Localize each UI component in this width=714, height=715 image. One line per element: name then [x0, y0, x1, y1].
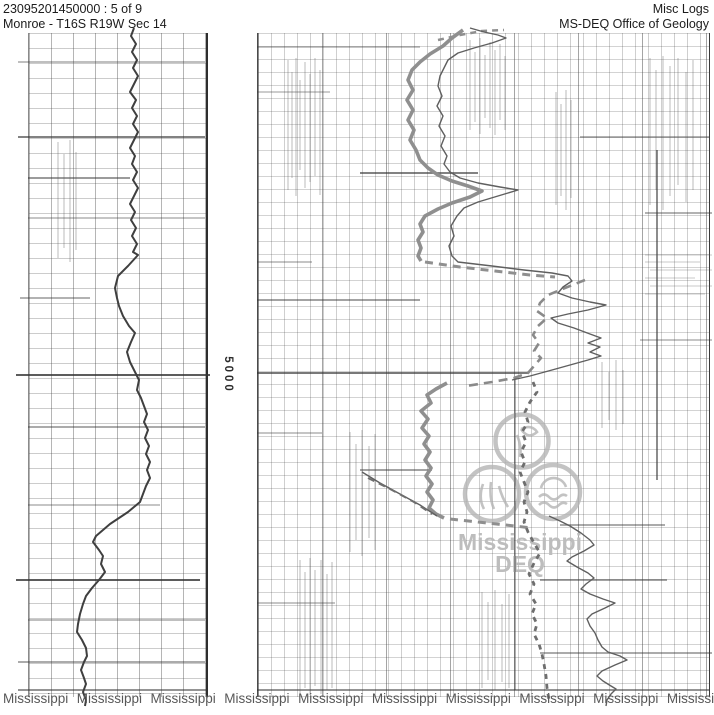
watermark-text: Mississippi	[666, 691, 714, 706]
well-location: Monroe - T16S R19W Sec 14	[3, 17, 167, 31]
header-left: 23095201450000 : 5 of 9 Monroe - T16S R1…	[3, 2, 167, 32]
log-category: Misc Logs	[652, 2, 709, 16]
header-right: Misc Logs MS-DEQ Office of Geology	[559, 2, 709, 32]
depth-label: 5000	[222, 356, 234, 394]
watermark-text: Mississippi	[371, 691, 438, 706]
watermark-text: Mississippi	[298, 691, 364, 706]
log-track-right-grid	[257, 33, 710, 697]
agency-name: MS-DEQ Office of Geology	[559, 17, 709, 31]
mdeq-logo-icon	[462, 412, 583, 524]
watermark-text: Mississippi	[76, 691, 143, 706]
watermark-text: Mississippi	[224, 691, 290, 706]
watermark-deq-text: DEQ	[495, 551, 545, 577]
watermark-text: Mississippi	[593, 691, 659, 706]
watermark-text: Mississippi	[519, 691, 585, 706]
log-track-left-grid	[28, 33, 208, 697]
watermark-text: Mississippi	[445, 691, 511, 706]
watermark-bottom-row: Mississippi Mississippi Mississippi Mississ…	[3, 691, 714, 706]
watermark-text: Mississippi	[150, 691, 216, 706]
well-id-page-count: 23095201450000 : 5 of 9	[3, 2, 143, 16]
watermark-text: Mississippi	[3, 691, 69, 706]
